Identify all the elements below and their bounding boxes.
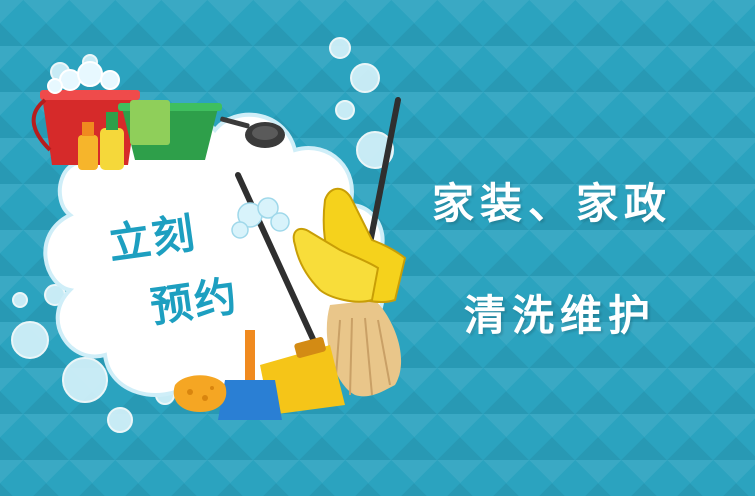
dustpan-icon bbox=[218, 330, 282, 420]
sponge-icon bbox=[173, 375, 227, 412]
frying-pan-icon bbox=[220, 116, 285, 148]
spray-bottle-icon bbox=[78, 112, 124, 170]
badge-text-line1: 立刻 bbox=[105, 208, 200, 269]
headline-line2: 清洗维护 bbox=[464, 291, 657, 340]
badge-text-line2: 预约 bbox=[147, 271, 242, 332]
bubbles-icon bbox=[11, 37, 394, 433]
bubbles-icon bbox=[231, 197, 290, 239]
rubber-glove-icon bbox=[292, 187, 407, 303]
basin-icon bbox=[118, 100, 222, 160]
headline-line1: 家装、家政 bbox=[432, 179, 673, 228]
